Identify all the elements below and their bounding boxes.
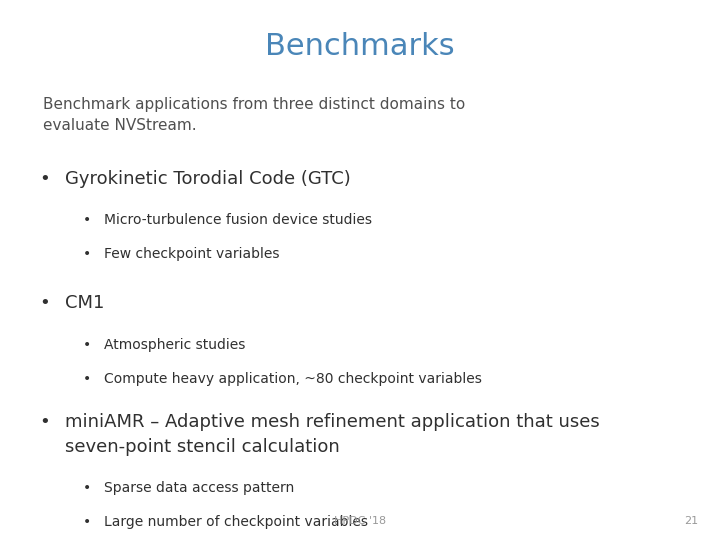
Text: Large number of checkpoint variables: Large number of checkpoint variables <box>104 515 369 529</box>
Text: Sparse data access pattern: Sparse data access pattern <box>104 481 294 495</box>
Text: Micro-turbulence fusion device studies: Micro-turbulence fusion device studies <box>104 213 372 227</box>
Text: •: • <box>40 294 50 312</box>
Text: CM1: CM1 <box>65 294 104 312</box>
Text: Few checkpoint variables: Few checkpoint variables <box>104 247 280 261</box>
Text: miniAMR – Adaptive mesh refinement application that uses
seven-point stencil cal: miniAMR – Adaptive mesh refinement appli… <box>65 413 600 456</box>
Text: •: • <box>83 213 91 227</box>
Text: Compute heavy application, ~80 checkpoint variables: Compute heavy application, ~80 checkpoin… <box>104 372 482 386</box>
Text: •: • <box>40 413 50 431</box>
Text: HPDC '18: HPDC '18 <box>334 516 386 526</box>
Text: Benchmark applications from three distinct domains to
evaluate NVStream.: Benchmark applications from three distin… <box>43 97 465 133</box>
Text: Atmospheric studies: Atmospheric studies <box>104 338 246 352</box>
Text: Gyrokinetic Torodial Code (GTC): Gyrokinetic Torodial Code (GTC) <box>65 170 351 188</box>
Text: •: • <box>83 338 91 352</box>
Text: 21: 21 <box>684 516 698 526</box>
Text: •: • <box>83 372 91 386</box>
Text: Benchmarks: Benchmarks <box>265 32 455 62</box>
Text: •: • <box>40 170 50 188</box>
Text: •: • <box>83 481 91 495</box>
Text: •: • <box>83 247 91 261</box>
Text: •: • <box>83 515 91 529</box>
